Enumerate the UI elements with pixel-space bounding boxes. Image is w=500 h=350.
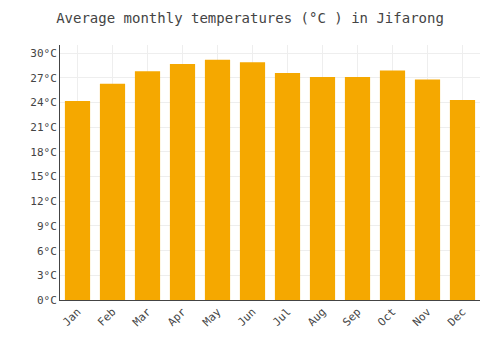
svg-text:21°C: 21°C [30,121,57,134]
svg-text:6°C: 6°C [37,245,57,258]
svg-text:Jun: Jun [235,306,258,329]
svg-text:Nov: Nov [410,305,434,329]
svg-text:Mar: Mar [130,305,154,329]
svg-text:27°C: 27°C [30,72,57,85]
svg-text:12°C: 12°C [30,195,57,208]
svg-text:15°C: 15°C [30,170,57,183]
svg-text:Jan: Jan [60,306,83,329]
svg-text:Average monthly temperatures (: Average monthly temperatures (°C ) in Ji… [56,10,444,26]
svg-text:Jul: Jul [270,306,293,329]
svg-text:3°C: 3°C [37,269,57,282]
svg-text:Dec: Dec [445,306,468,329]
svg-text:Aug: Aug [305,306,328,329]
svg-text:Oct: Oct [375,306,398,329]
svg-text:May: May [200,305,224,329]
svg-text:30°C: 30°C [30,47,57,60]
svg-text:Sep: Sep [340,306,363,329]
svg-text:0°C: 0°C [37,294,57,307]
svg-text:9°C: 9°C [37,220,57,233]
svg-text:24°C: 24°C [30,96,57,109]
svg-text:18°C: 18°C [30,146,57,159]
svg-text:Apr: Apr [165,305,189,329]
svg-text:Feb: Feb [95,306,118,329]
